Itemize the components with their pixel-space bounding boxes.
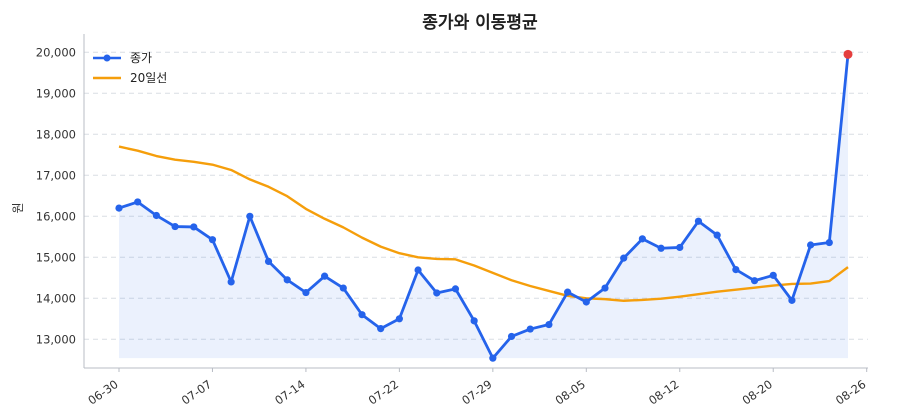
closing-price-point	[694, 217, 703, 225]
closing-price-point	[507, 332, 516, 341]
closing-price-point	[676, 243, 684, 252]
x-tick-label: 07-29	[459, 377, 494, 408]
y-axis-label: 원	[11, 202, 25, 213]
closing-price-point	[414, 266, 422, 274]
axes	[83, 34, 868, 372]
closing-price-point	[283, 276, 291, 284]
y-tick-label: 14,000	[36, 291, 76, 305]
closing-price-point	[470, 317, 478, 325]
legend-label-ma20: 20일선	[130, 71, 167, 85]
closing-price-point	[358, 311, 366, 319]
closing-price-point	[246, 212, 254, 220]
x-tick-label: 08-05	[553, 377, 588, 408]
closing-price-point	[489, 354, 497, 362]
y-tick-label: 19,000	[36, 86, 76, 100]
closing-price-point	[526, 325, 534, 333]
closing-price-point	[750, 277, 759, 285]
x-tick-label: 06-30	[85, 377, 120, 408]
closing-price-point	[769, 271, 777, 279]
closing-price-point	[788, 296, 796, 304]
closing-price-point	[451, 285, 460, 293]
x-tick-label: 08-12	[646, 377, 681, 408]
x-tick-label: 08-26	[833, 377, 868, 408]
closing-price-point	[807, 241, 815, 249]
x-tick-label: 08-20	[740, 377, 775, 408]
closing-price-point	[732, 266, 740, 274]
legend: 종가 20일선	[93, 51, 167, 85]
highlight-point	[843, 49, 853, 59]
closing-price-point	[545, 320, 553, 329]
closing-price-point	[713, 231, 721, 239]
closing-price-area	[119, 54, 848, 359]
y-tick-label: 17,000	[36, 168, 76, 182]
closing-price-point	[657, 244, 665, 252]
y-tick-label: 16,000	[36, 209, 76, 223]
closing-price-point	[152, 211, 160, 220]
series-lines	[118, 54, 850, 360]
closing-price-point	[433, 289, 441, 297]
gridlines	[84, 51, 868, 340]
y-tick-label: 15,000	[36, 250, 76, 264]
closing-price-point	[115, 204, 123, 212]
series-markers	[115, 49, 853, 362]
closing-price-point	[620, 254, 628, 262]
closing-price-point	[395, 315, 403, 323]
closing-price-point	[825, 238, 833, 247]
x-tick-label: 07-14	[272, 377, 307, 408]
closing-price-point	[227, 278, 235, 286]
x-tick-label: 07-07	[179, 377, 214, 408]
area-layer	[119, 54, 848, 359]
closing-price-point	[190, 223, 198, 231]
closing-price-point	[171, 222, 179, 231]
closing-price-point	[601, 284, 609, 292]
y-tick-label: 20,000	[36, 45, 76, 59]
closing-price-point	[377, 325, 385, 333]
closing-price-point	[564, 288, 572, 296]
chart-title: 종가와 이동평균	[422, 13, 538, 33]
ma20-line	[118, 145, 849, 302]
closing-price-line	[118, 54, 850, 360]
closing-price-point	[208, 236, 217, 244]
closing-price-point	[638, 235, 646, 243]
closing-price-point	[302, 288, 310, 297]
closing-price-point	[134, 198, 142, 206]
closing-price-point	[582, 298, 590, 306]
closing-price-point	[339, 284, 347, 292]
legend-marker-closing	[103, 54, 111, 62]
closing-price-point	[264, 257, 273, 265]
closing-price-point	[321, 272, 329, 280]
y-tick-label: 13,000	[36, 332, 76, 346]
y-tick-label: 18,000	[36, 127, 76, 141]
x-tick-label: 07-22	[366, 377, 401, 408]
legend-label-closing: 종가	[130, 51, 152, 65]
